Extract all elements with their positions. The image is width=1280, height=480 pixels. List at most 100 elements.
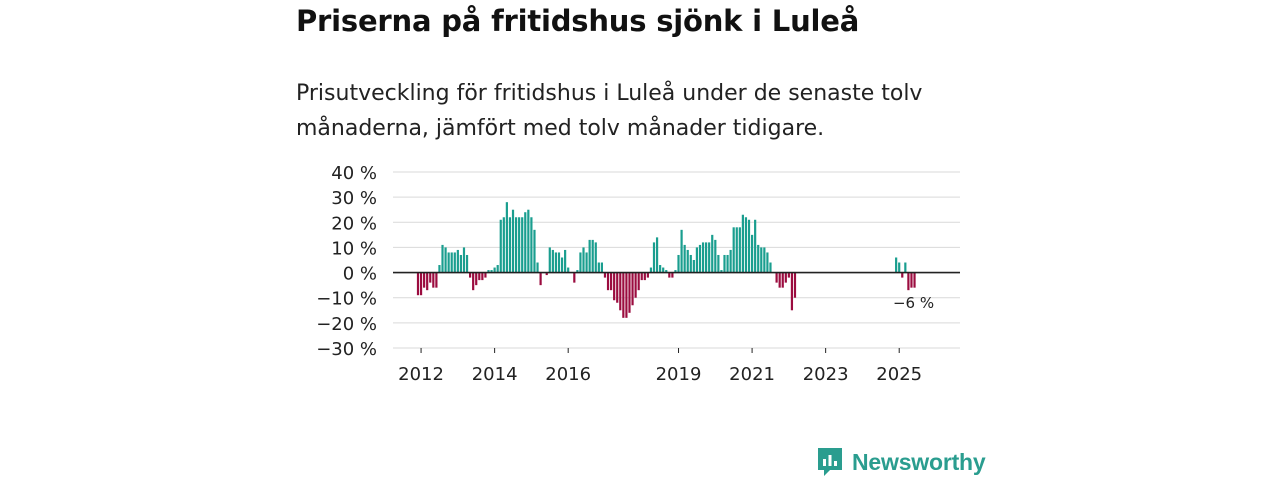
bar xyxy=(747,219,751,273)
bar xyxy=(588,239,591,273)
bar xyxy=(662,267,665,273)
bar xyxy=(591,239,594,273)
bar xyxy=(665,270,668,273)
bar xyxy=(793,272,797,298)
bar xyxy=(738,227,741,273)
bar xyxy=(640,272,643,281)
latest-value-annotation: −6 % xyxy=(893,294,934,312)
bar xyxy=(579,252,582,273)
bar xyxy=(723,254,726,273)
bar xyxy=(781,272,784,288)
bar xyxy=(726,254,729,273)
bar xyxy=(600,262,603,273)
brand-name: Newsworthy xyxy=(852,448,986,475)
bar xyxy=(530,217,533,273)
bar xyxy=(594,242,597,273)
bar xyxy=(622,272,625,318)
x-tick-label: 2019 xyxy=(656,364,702,385)
bar xyxy=(701,242,705,273)
bar xyxy=(514,217,518,273)
bar xyxy=(913,272,916,288)
bar xyxy=(901,272,904,278)
brand-logo[interactable]: Newsworthy xyxy=(816,446,986,478)
bar xyxy=(450,252,453,273)
newsworthy-logo-icon xyxy=(818,448,842,476)
bar xyxy=(910,272,913,288)
x-tick-label: 2014 xyxy=(472,364,518,385)
bar xyxy=(674,270,677,273)
bar xyxy=(426,272,429,291)
bar xyxy=(469,272,472,278)
bar xyxy=(416,272,420,296)
bar xyxy=(423,272,426,288)
bar xyxy=(729,249,732,273)
bar-chart: 40 % 30 % 20 % 10 % 0 % −10 % −20 % −30 % 2012 20… xyxy=(316,163,960,385)
bar xyxy=(606,272,610,291)
bar xyxy=(496,265,499,273)
bar xyxy=(735,227,738,273)
bar xyxy=(659,265,662,273)
bar xyxy=(551,249,554,273)
bar xyxy=(619,272,622,311)
bar xyxy=(763,247,766,273)
bar xyxy=(677,254,680,273)
y-tick-label: −10 % xyxy=(316,289,377,310)
bar xyxy=(539,272,542,286)
y-tick-label: 40 % xyxy=(331,163,377,184)
bar xyxy=(741,214,744,273)
bar xyxy=(465,254,469,273)
bar xyxy=(493,267,496,273)
bar xyxy=(744,217,748,273)
bar xyxy=(695,247,699,273)
bar xyxy=(898,262,901,273)
bar xyxy=(548,247,551,273)
bar xyxy=(634,272,637,298)
bar xyxy=(784,272,787,283)
bar xyxy=(603,272,607,278)
bar xyxy=(508,217,512,273)
bar xyxy=(499,219,502,273)
bar xyxy=(769,262,772,273)
bar xyxy=(757,244,760,273)
bar xyxy=(683,244,686,273)
bar xyxy=(502,217,505,273)
bar xyxy=(720,270,723,273)
bar xyxy=(481,272,484,281)
chart-subtitle: Prisutveckling för fritidshus i Luleå un… xyxy=(296,81,923,141)
bar xyxy=(649,267,653,273)
bar xyxy=(628,272,631,313)
bar xyxy=(576,270,579,273)
bar xyxy=(754,219,757,273)
bar xyxy=(705,242,708,273)
bar xyxy=(646,272,649,278)
bar xyxy=(567,267,570,273)
bar xyxy=(419,272,423,296)
bar xyxy=(766,252,769,273)
y-tick-label: −30 % xyxy=(316,339,377,360)
bar xyxy=(429,272,432,283)
bar xyxy=(582,247,585,273)
bar xyxy=(775,272,778,283)
bar xyxy=(671,272,674,278)
bar xyxy=(554,252,558,273)
bar xyxy=(698,244,702,273)
bar xyxy=(472,272,475,291)
bar xyxy=(692,260,695,273)
x-tick-label: 2023 xyxy=(803,364,849,385)
bar xyxy=(505,202,508,273)
bar xyxy=(521,217,524,273)
bar xyxy=(655,237,659,273)
bar xyxy=(708,242,711,273)
x-tick-label: 2021 xyxy=(729,364,775,385)
bar xyxy=(610,272,613,291)
bar xyxy=(714,239,717,273)
bar xyxy=(613,272,616,301)
bar xyxy=(585,252,588,273)
bar xyxy=(432,272,435,288)
bar xyxy=(907,272,910,291)
bar xyxy=(444,247,447,273)
bar xyxy=(438,265,441,273)
bar xyxy=(453,252,456,273)
bar xyxy=(456,249,459,273)
bar xyxy=(750,234,754,273)
